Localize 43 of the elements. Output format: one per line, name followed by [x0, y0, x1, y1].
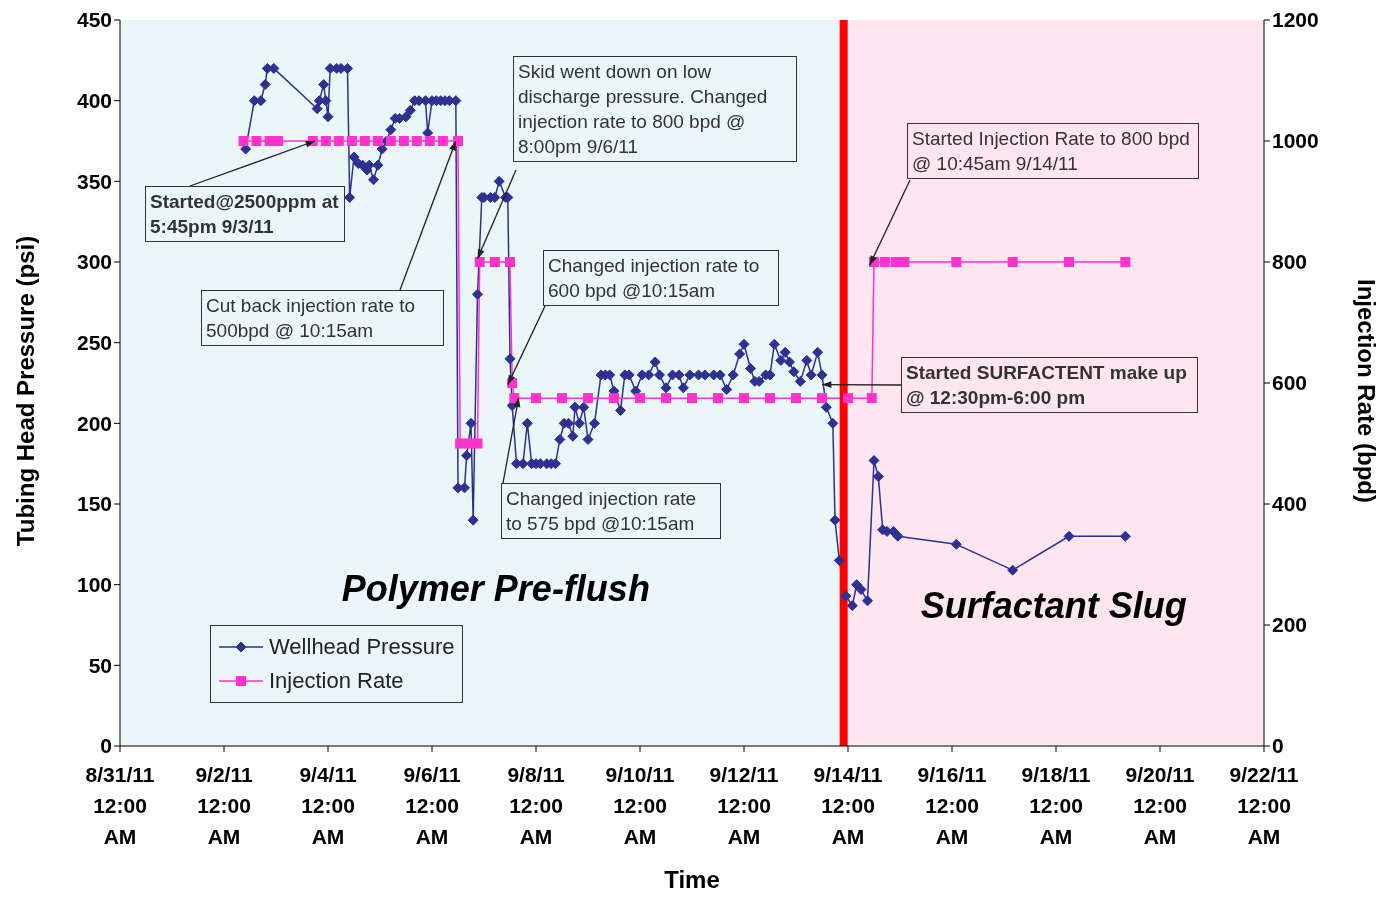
y-tick-label: 300	[76, 250, 112, 274]
x-tick-label: 8/31/11 12:00 AM	[85, 763, 155, 848]
legend-label: Wellhead Pressure	[269, 634, 455, 660]
x-tick-label: 9/12/11 12:00 AM	[709, 763, 779, 848]
annotation: Started Injection Rate to 800 bpd @ 10:45am 9/14/11	[907, 123, 1199, 179]
x-tick-label: 9/22/11 12:00 AM	[1229, 763, 1299, 848]
annotation: Started@2500ppm at 5:45pm 9/3/11	[145, 186, 345, 242]
y-tick-label: 0	[100, 734, 112, 758]
legend-label: Injection Rate	[269, 668, 404, 694]
y-tick-label: 200	[76, 411, 112, 435]
y2-tick-label: 200	[1272, 613, 1308, 637]
x-tick-label: 9/4/11 12:00 AM	[299, 763, 357, 848]
y2-tick-label: 0	[1272, 734, 1284, 758]
x-tick-label: 9/20/11 12:00 AM	[1125, 763, 1195, 848]
y-tick-label: 400	[76, 89, 112, 113]
x-tick-label: 9/14/11 12:00 AM	[813, 763, 883, 848]
y2-tick-label: 800	[1272, 250, 1308, 274]
annotation: Started SURFACTENT make up @ 12:30pm-6:00 pm	[901, 357, 1198, 413]
x-tick-label: 9/16/11 12:00 AM	[917, 763, 987, 848]
x-tick-label: 9/10/11 12:00 AM	[605, 763, 675, 848]
y-tick-label: 100	[76, 573, 112, 597]
y-tick-label: 450	[76, 8, 112, 32]
x-axis-title: Time	[664, 866, 720, 893]
y2-tick-label: 400	[1272, 492, 1308, 516]
band-label: Surfactant Slug	[920, 585, 1187, 626]
y2-tick-label: 600	[1272, 371, 1308, 395]
y-tick-label: 350	[76, 169, 112, 193]
band-label: Polymer Pre-flush	[341, 568, 650, 609]
annotation: Cut back injection rate to 500bpd @ 10:15am	[201, 290, 444, 346]
x-tick-label: 9/8/11 12:00 AM	[507, 763, 565, 848]
y-axis-title: Tubing Head Pressure (psi)	[12, 235, 39, 547]
annotation: Changed injection rate to 575 bpd @10:15am	[501, 483, 721, 539]
y-tick-label: 150	[76, 492, 112, 516]
annotation: Changed injection rate to 600 bpd @10:15am	[543, 250, 779, 306]
y-tick-label: 250	[76, 331, 112, 355]
x-tick-label: 9/2/11 12:00 AM	[195, 763, 253, 848]
y2-axis-title: Injection Rate (bpd)	[1353, 279, 1380, 503]
y2-tick-label: 1200	[1272, 8, 1319, 32]
x-tick-label: 9/6/11 12:00 AM	[403, 763, 461, 848]
annotation: Skid went down on low discharge pressure. Changed injection rate to 800 bpd @ 8:00pm 9/6/11	[513, 56, 797, 162]
y-tick-label: 50	[88, 653, 112, 677]
x-tick-label: 9/18/11 12:00 AM	[1021, 763, 1091, 848]
y2-tick-label: 1000	[1272, 129, 1319, 153]
